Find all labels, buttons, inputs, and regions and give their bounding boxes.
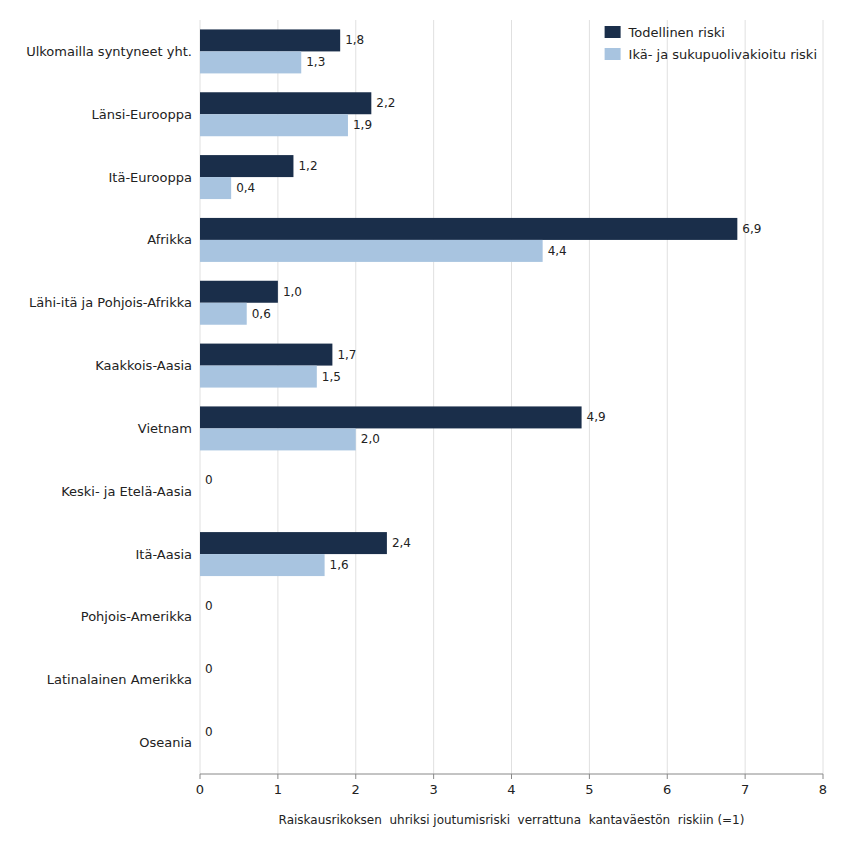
bar	[200, 406, 582, 428]
bar	[200, 29, 340, 51]
category-label: Keski- ja Etelä-Aasia	[61, 484, 192, 499]
data-label: 6,9	[742, 222, 761, 236]
data-label: 1,2	[298, 159, 317, 173]
bar	[200, 721, 201, 743]
grid-line	[667, 20, 668, 774]
data-label: 0	[205, 473, 213, 487]
bars	[200, 29, 737, 576]
bar	[200, 114, 348, 136]
data-label: 1,3	[306, 55, 325, 69]
y-axis: Ulkomailla syntyneet yht. Länsi-Eurooppa I…	[26, 44, 192, 750]
grid-line	[745, 20, 746, 774]
bar	[200, 680, 201, 702]
bar	[200, 51, 301, 73]
grid-line	[589, 20, 590, 774]
bar	[200, 240, 543, 262]
x-axis: 0 1 2 3 4 5 6 7 8	[196, 774, 827, 797]
legend-swatch	[605, 26, 621, 38]
tick-mark	[823, 774, 824, 779]
category-label: Länsi-Eurooppa	[92, 107, 192, 122]
data-label: 1,8	[345, 33, 364, 47]
data-label: 1,6	[330, 558, 349, 572]
tick-label: 4	[507, 782, 515, 797]
tick-label: 0	[196, 782, 204, 797]
bar	[200, 532, 387, 554]
bar	[200, 554, 325, 576]
data-label: 1,7	[337, 348, 356, 362]
category-label: Vietnam	[138, 421, 192, 436]
grid-line	[511, 20, 512, 774]
grid	[200, 20, 823, 774]
category-label: Afrikka	[147, 232, 192, 247]
tick-label: 8	[819, 782, 827, 797]
tick-label: 2	[352, 782, 360, 797]
tick-mark	[589, 774, 590, 779]
legend-item: Ikä- ja sukupuolivakioitu riski	[605, 47, 817, 62]
category-label: Pohjois-Amerikka	[81, 609, 192, 624]
tick-label: 7	[741, 782, 749, 797]
bar	[200, 428, 356, 450]
x-axis-label: Raiskausrikoksen uhriksi joutumisriski v…	[279, 813, 745, 827]
bar	[200, 177, 231, 199]
grid-line	[823, 20, 824, 774]
legend-label: Ikä- ja sukupuolivakioitu riski	[629, 47, 817, 62]
data-label: 1,0	[283, 285, 302, 299]
tick-mark	[667, 774, 668, 779]
bar	[200, 658, 201, 680]
data-label: 1,5	[322, 370, 341, 384]
legend-item: Todellinen riski	[605, 25, 725, 40]
data-label: 2,4	[392, 536, 411, 550]
data-label: 0,6	[252, 307, 271, 321]
data-label: 1,9	[353, 118, 372, 132]
grid-line	[433, 20, 434, 774]
tick-mark	[200, 774, 201, 779]
data-labels: 1,8 2,2 1,2 6,9 1,0 1,7 4,9 0 2,4 0 0 0 1,3 1,9 0,4 4,4…	[205, 33, 761, 738]
tick-mark	[277, 774, 278, 779]
bar	[200, 469, 201, 491]
data-label: 0	[205, 725, 213, 739]
category-label: Itä-Aasia	[135, 547, 192, 562]
bar	[200, 218, 737, 240]
data-label: 2,0	[361, 432, 380, 446]
tick-mark	[433, 774, 434, 779]
legend: Todellinen riski Ikä- ja sukupuolivakioit…	[605, 25, 817, 62]
bar	[200, 92, 371, 114]
tick-mark	[355, 774, 356, 779]
category-label: Latinalainen Amerikka	[47, 672, 192, 687]
tick-label: 1	[274, 782, 282, 797]
data-label: 0,4	[236, 181, 255, 195]
bar	[200, 303, 247, 325]
bar	[200, 617, 201, 639]
tick-label: 6	[663, 782, 671, 797]
bar	[200, 155, 293, 177]
data-label: 2,2	[376, 96, 395, 110]
category-label: Kaakkois-Aasia	[95, 358, 192, 373]
legend-swatch	[605, 48, 621, 60]
tick-label: 3	[429, 782, 437, 797]
bar	[200, 366, 317, 388]
bar	[200, 595, 201, 617]
legend-label: Todellinen riski	[628, 25, 725, 40]
tick-label: 5	[585, 782, 593, 797]
data-label: 4,4	[548, 244, 567, 258]
data-label: 4,9	[587, 410, 606, 424]
bar	[200, 281, 278, 303]
tick-mark	[745, 774, 746, 779]
tick-mark	[511, 774, 512, 779]
grid-line	[355, 20, 356, 774]
chart: 1,8 2,2 1,2 6,9 1,0 1,7 4,9 0 2,4 0 0 0 1,3 1,9 0,4 4,4…	[0, 0, 853, 846]
bar	[200, 344, 332, 366]
bar	[200, 491, 201, 513]
data-label: 0	[205, 599, 213, 613]
category-label: Itä-Eurooppa	[109, 170, 192, 185]
bar	[200, 743, 201, 765]
chart-container: 1,8 2,2 1,2 6,9 1,0 1,7 4,9 0 2,4 0 0 0 1,3 1,9 0,4 4,4…	[0, 0, 853, 846]
category-label: Lähi-itä ja Pohjois-Afrikka	[29, 295, 192, 310]
data-label: 0	[205, 662, 213, 676]
category-label: Ulkomailla syntyneet yht.	[26, 44, 192, 59]
category-label: Oseania	[139, 735, 192, 750]
